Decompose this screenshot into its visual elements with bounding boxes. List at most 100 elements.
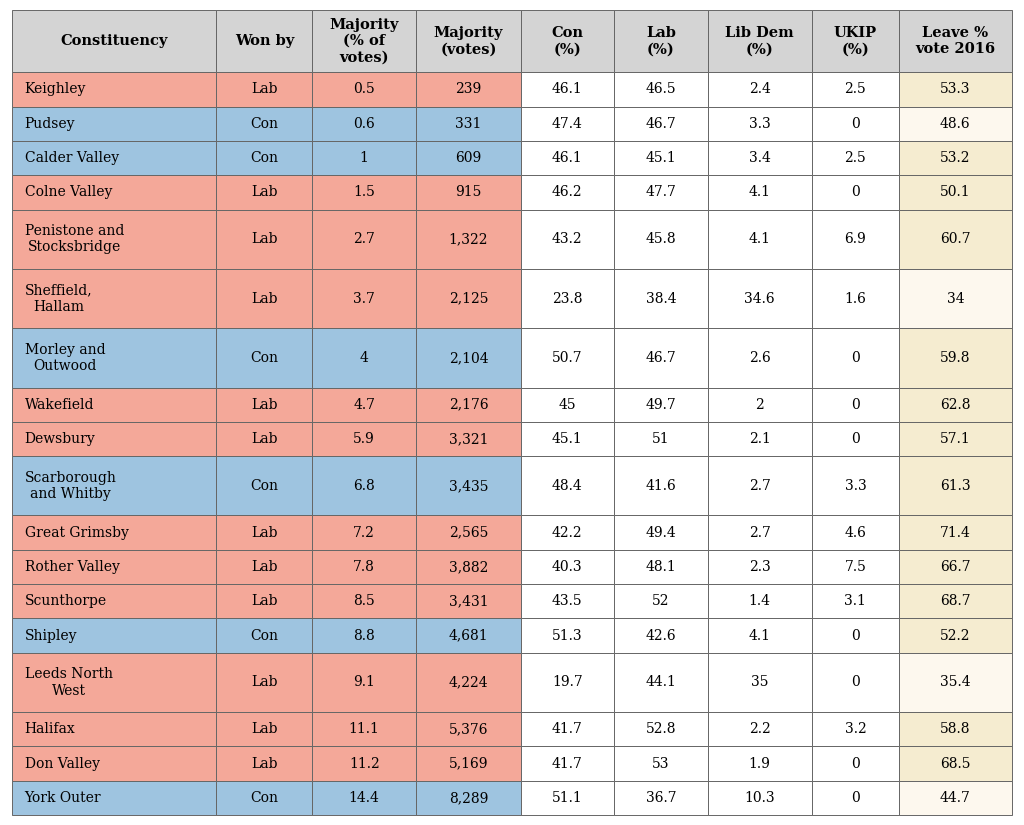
Bar bbox=[708, 549, 812, 584]
Bar bbox=[216, 328, 312, 388]
Bar bbox=[614, 328, 708, 388]
Text: 2,176: 2,176 bbox=[449, 398, 488, 412]
Bar bbox=[216, 712, 312, 747]
Bar bbox=[12, 549, 216, 584]
Bar bbox=[614, 269, 708, 328]
Text: Lab: Lab bbox=[251, 722, 278, 736]
Text: 2.5: 2.5 bbox=[845, 82, 866, 97]
Bar bbox=[899, 653, 1012, 712]
Text: 51.1: 51.1 bbox=[552, 791, 583, 805]
Text: 49.7: 49.7 bbox=[645, 398, 676, 412]
Text: 61.3: 61.3 bbox=[940, 478, 971, 493]
Text: 1.6: 1.6 bbox=[845, 291, 866, 305]
Bar bbox=[417, 73, 520, 106]
Bar bbox=[812, 10, 899, 73]
Bar bbox=[216, 73, 312, 106]
Text: 2,565: 2,565 bbox=[449, 526, 488, 540]
Bar bbox=[417, 422, 520, 456]
Bar bbox=[417, 584, 520, 619]
Text: 48.4: 48.4 bbox=[552, 478, 583, 493]
Text: 0: 0 bbox=[851, 398, 860, 412]
Bar bbox=[812, 422, 899, 456]
Text: 3,431: 3,431 bbox=[449, 594, 488, 608]
Bar bbox=[417, 780, 520, 815]
Text: 36.7: 36.7 bbox=[645, 791, 676, 805]
Bar bbox=[899, 10, 1012, 73]
Bar bbox=[216, 653, 312, 712]
Bar bbox=[708, 141, 812, 175]
Bar bbox=[417, 712, 520, 747]
Bar bbox=[12, 653, 216, 712]
Text: 58.8: 58.8 bbox=[940, 722, 971, 736]
Bar bbox=[520, 73, 614, 106]
Text: 2.7: 2.7 bbox=[353, 233, 375, 247]
Bar bbox=[520, 747, 614, 780]
Bar bbox=[899, 388, 1012, 422]
Text: Con: Con bbox=[250, 117, 279, 131]
Bar bbox=[614, 106, 708, 141]
Bar bbox=[216, 584, 312, 619]
Bar bbox=[216, 549, 312, 584]
Bar bbox=[812, 388, 899, 422]
Text: Lab: Lab bbox=[251, 186, 278, 200]
Bar bbox=[520, 141, 614, 175]
Text: 41.7: 41.7 bbox=[552, 757, 583, 771]
Text: 42.2: 42.2 bbox=[552, 526, 583, 540]
Bar bbox=[417, 328, 520, 388]
Text: 49.4: 49.4 bbox=[645, 526, 676, 540]
Text: 0: 0 bbox=[851, 351, 860, 365]
Bar bbox=[708, 780, 812, 815]
Bar bbox=[216, 10, 312, 73]
Bar bbox=[216, 456, 312, 516]
Bar bbox=[899, 73, 1012, 106]
Bar bbox=[216, 619, 312, 653]
Text: 34: 34 bbox=[946, 291, 965, 305]
Bar bbox=[312, 175, 417, 210]
Bar bbox=[614, 619, 708, 653]
Text: 3.4: 3.4 bbox=[749, 151, 771, 165]
Text: Scunthorpe: Scunthorpe bbox=[25, 594, 106, 608]
Bar bbox=[520, 175, 614, 210]
Bar bbox=[520, 653, 614, 712]
Text: Won by: Won by bbox=[234, 34, 294, 48]
Text: Shipley: Shipley bbox=[25, 629, 77, 643]
Bar bbox=[312, 653, 417, 712]
Text: 53.3: 53.3 bbox=[940, 82, 971, 97]
Bar bbox=[708, 328, 812, 388]
Bar bbox=[899, 106, 1012, 141]
Text: 14.4: 14.4 bbox=[349, 791, 380, 805]
Bar bbox=[899, 269, 1012, 328]
Bar bbox=[520, 388, 614, 422]
Bar bbox=[12, 328, 216, 388]
Bar bbox=[312, 10, 417, 73]
Text: York Outer: York Outer bbox=[25, 791, 101, 805]
Text: 4.7: 4.7 bbox=[353, 398, 375, 412]
Text: Halifax: Halifax bbox=[25, 722, 76, 736]
Bar bbox=[708, 653, 812, 712]
Text: 8.8: 8.8 bbox=[353, 629, 375, 643]
Bar bbox=[614, 422, 708, 456]
Bar bbox=[899, 422, 1012, 456]
Bar bbox=[312, 747, 417, 780]
Bar bbox=[614, 747, 708, 780]
Bar bbox=[12, 210, 216, 269]
Text: Leeds North
West: Leeds North West bbox=[25, 667, 113, 698]
Bar bbox=[312, 388, 417, 422]
Text: 2.3: 2.3 bbox=[749, 560, 771, 574]
Bar bbox=[708, 388, 812, 422]
Text: Lab: Lab bbox=[251, 526, 278, 540]
Text: 4: 4 bbox=[359, 351, 369, 365]
Text: 44.1: 44.1 bbox=[645, 676, 676, 690]
Text: 2,125: 2,125 bbox=[449, 291, 488, 305]
Bar bbox=[216, 747, 312, 780]
Text: 0.5: 0.5 bbox=[353, 82, 375, 97]
Bar bbox=[12, 422, 216, 456]
Bar bbox=[812, 516, 899, 549]
Text: 46.7: 46.7 bbox=[645, 117, 676, 131]
Bar bbox=[520, 584, 614, 619]
Text: 1.5: 1.5 bbox=[353, 186, 375, 200]
Text: 5,376: 5,376 bbox=[449, 722, 488, 736]
Bar bbox=[812, 549, 899, 584]
Text: Con: Con bbox=[250, 351, 279, 365]
Text: Rother Valley: Rother Valley bbox=[25, 560, 120, 574]
